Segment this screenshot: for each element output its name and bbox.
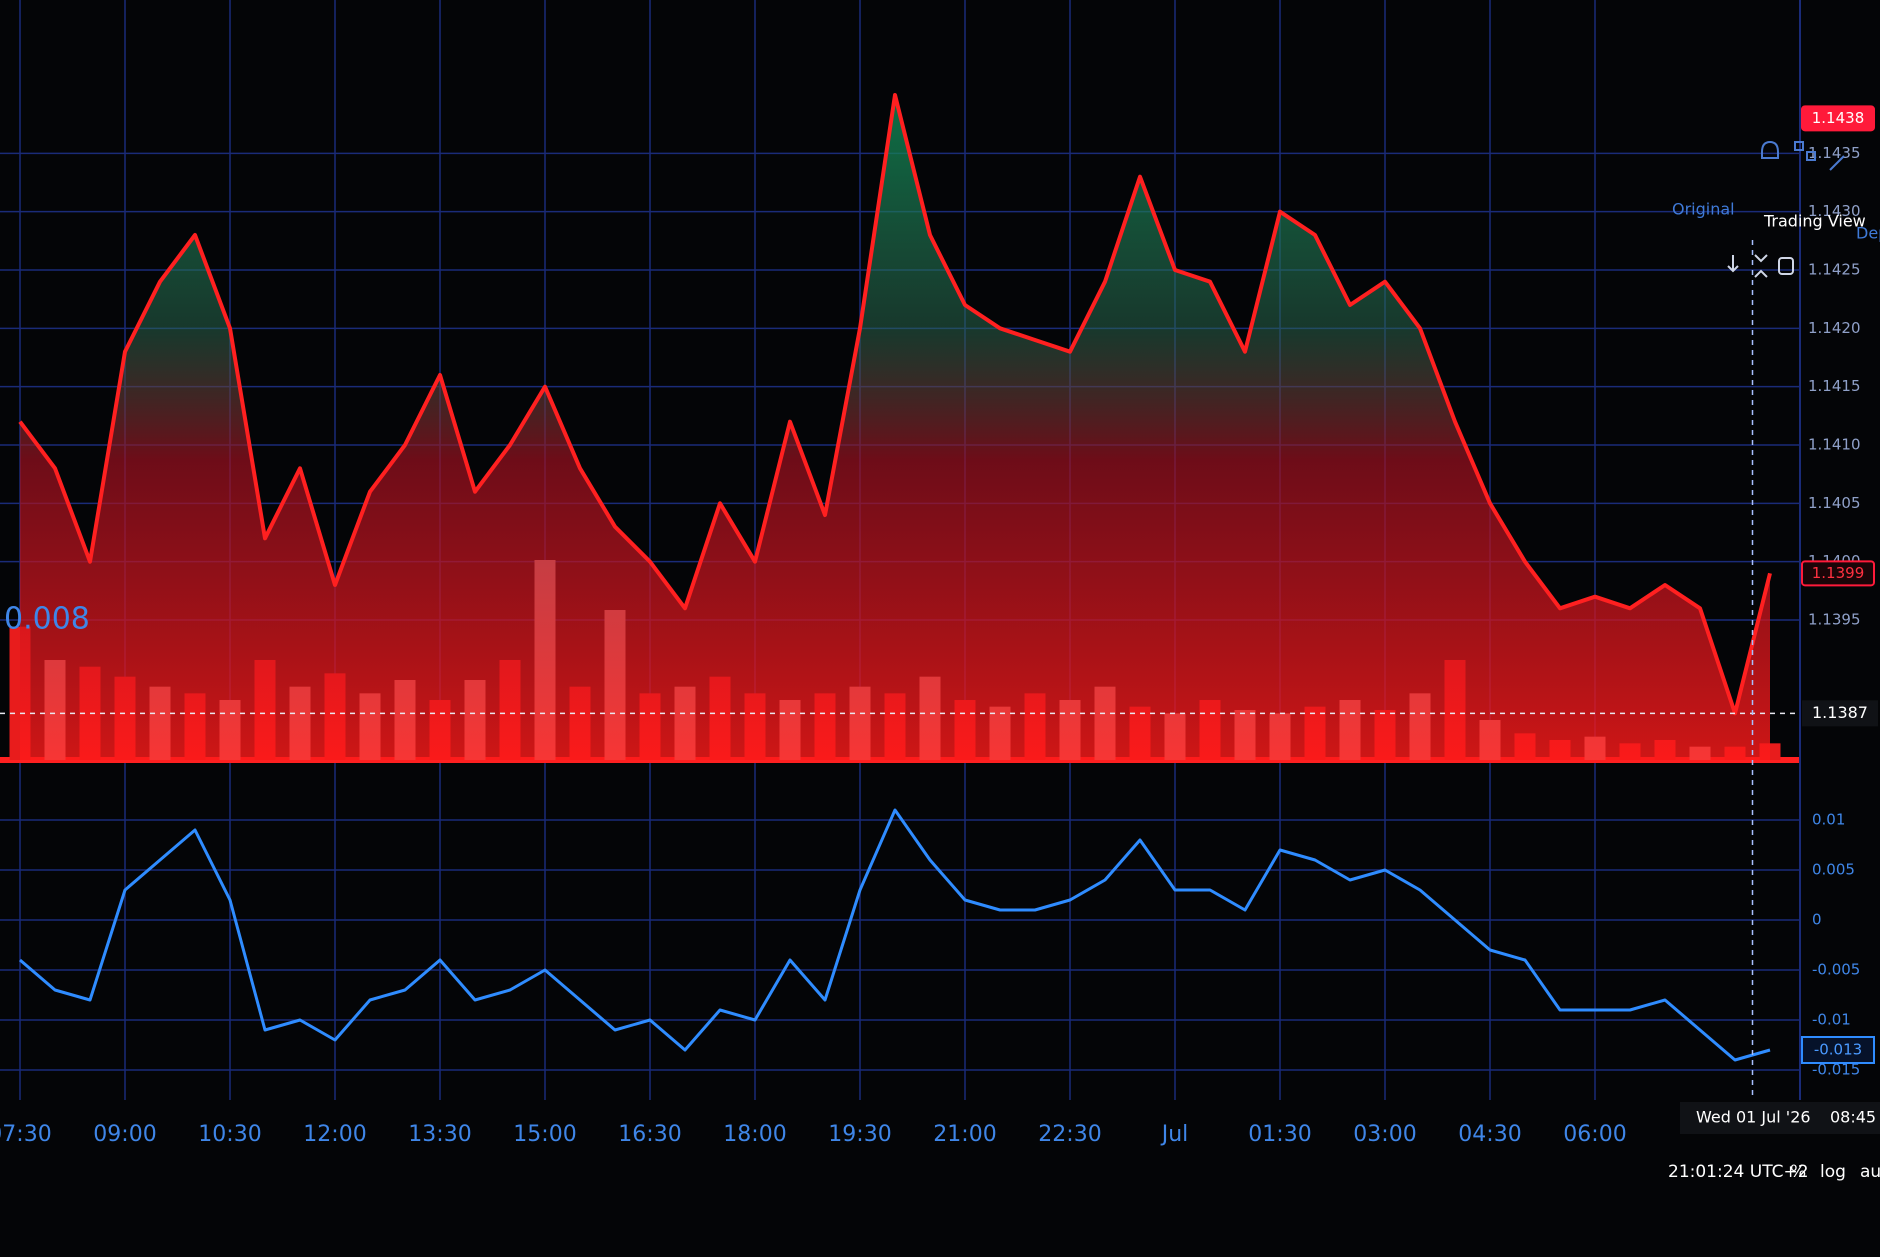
x-tick-label: 09:00 xyxy=(93,1122,156,1147)
price-tag xyxy=(1801,560,1875,587)
status-button[interactable]: auto xyxy=(1860,1162,1880,1182)
crosshair-time-box xyxy=(1680,1102,1880,1134)
y-tick-label: 1.1435 xyxy=(1808,144,1861,162)
crosshair-price-label: 1.1387 xyxy=(1812,703,1868,722)
x-tick-label: 19:30 xyxy=(828,1122,891,1147)
y-tick-label: 1.1405 xyxy=(1808,494,1861,512)
y-tick-label: 1.1415 xyxy=(1808,377,1861,395)
download-icon[interactable] xyxy=(1727,255,1739,273)
y-tick-label: -0.015 xyxy=(1812,1061,1860,1079)
crosshair-price-box xyxy=(1802,700,1878,727)
tab[interactable]: Trading View xyxy=(1763,212,1866,231)
price-tag-label: 1.1438 xyxy=(1812,109,1865,127)
y-tick-label: -0.01 xyxy=(1812,1011,1851,1029)
price-area xyxy=(20,95,1770,760)
tab[interactable]: Original xyxy=(1672,200,1735,219)
collapse-icon[interactable] xyxy=(1754,254,1768,278)
y-tick-label: -0.005 xyxy=(1812,961,1860,979)
tab[interactable]: Depth xyxy=(1856,224,1880,243)
x-tick-label: 06:00 xyxy=(1563,1122,1626,1147)
price-tag-label: 1.1399 xyxy=(1812,564,1865,582)
y-tick-label: 1.1430 xyxy=(1808,202,1861,220)
oscillator-line xyxy=(19,808,1771,1062)
oscillator-tag xyxy=(1801,1036,1875,1064)
layout-icon[interactable] xyxy=(1806,151,1816,161)
status-time: 21:01:24 UTC+2 xyxy=(1668,1162,1809,1182)
x-tick-label: 21:00 xyxy=(933,1122,996,1147)
x-tick-label: 01:30 xyxy=(1248,1122,1311,1147)
y-tick-label: 1.1395 xyxy=(1808,611,1861,629)
refresh-icon[interactable] xyxy=(1778,257,1794,275)
x-tick-label: 12:00 xyxy=(303,1122,366,1147)
layout-icon[interactable] xyxy=(1794,141,1804,151)
y-tick-label: 0.01 xyxy=(1812,811,1845,829)
indicator-value: 0.008 xyxy=(4,602,90,637)
alert-icon[interactable] xyxy=(1761,140,1779,159)
x-tick-label: 13:30 xyxy=(408,1122,471,1147)
x-tick-label: 22:30 xyxy=(1038,1122,1101,1147)
y-tick-label: 0.005 xyxy=(1812,861,1855,879)
x-tick-label: 15:00 xyxy=(513,1122,576,1147)
x-tick-label: 07:30 xyxy=(0,1122,52,1147)
x-tick-label: 10:30 xyxy=(198,1122,261,1147)
draw-icon[interactable] xyxy=(1829,155,1845,171)
x-tick-label: Jul xyxy=(1160,1122,1189,1147)
y-tick-label: 1.1410 xyxy=(1808,436,1861,454)
price-tag xyxy=(1801,105,1875,132)
x-tick-label: 03:00 xyxy=(1353,1122,1416,1147)
x-tick-label: 16:30 xyxy=(618,1122,681,1147)
oscillator-tag-label: -0.013 xyxy=(1814,1041,1862,1059)
y-tick-label: 1.1420 xyxy=(1808,319,1861,337)
status-button[interactable]: log xyxy=(1820,1162,1846,1182)
crosshair-clock: 08:45 xyxy=(1830,1108,1876,1127)
y-tick-label: 1.1425 xyxy=(1808,261,1861,279)
crosshair-date: Wed 01 Jul '26 xyxy=(1696,1108,1811,1127)
price-line xyxy=(18,93,1772,716)
y-tick-label: 0 xyxy=(1812,911,1822,929)
toolbar-icons xyxy=(1727,140,1845,278)
x-tick-label: 18:00 xyxy=(723,1122,786,1147)
x-tick-label: 04:30 xyxy=(1458,1122,1521,1147)
status-button[interactable]: % xyxy=(1790,1162,1806,1182)
